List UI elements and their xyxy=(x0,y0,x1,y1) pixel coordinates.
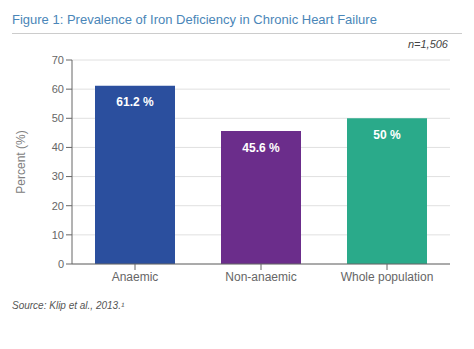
svg-text:Whole population: Whole population xyxy=(341,270,434,284)
svg-text:Non-anaemic: Non-anaemic xyxy=(225,270,296,284)
svg-text:Percent (%): Percent (%) xyxy=(14,130,28,193)
svg-text:30: 30 xyxy=(52,170,64,182)
svg-text:61.2 %: 61.2 % xyxy=(116,95,154,109)
html-text:n=1,506: n=1,506 xyxy=(407,38,448,50)
svg-text:60: 60 xyxy=(52,83,64,95)
svg-text:45.6 %: 45.6 % xyxy=(242,141,280,155)
svg-text:50: 50 xyxy=(52,112,64,124)
svg-text:40: 40 xyxy=(52,141,64,153)
svg-text:Anaemic: Anaemic xyxy=(112,270,159,284)
svg-text:0: 0 xyxy=(58,258,64,270)
svg-text:20: 20 xyxy=(52,200,64,212)
svg-text:70: 70 xyxy=(52,54,64,66)
svg-text:50 %: 50 % xyxy=(373,128,401,142)
svg-text:10: 10 xyxy=(52,229,64,241)
html-text:Figure 1: Prevalence of Iron D: Figure 1: Prevalence of Iron Deficiency … xyxy=(12,12,377,27)
html-text:Source: Klip et al., 2013.¹: Source: Klip et al., 2013.¹ xyxy=(12,300,125,311)
